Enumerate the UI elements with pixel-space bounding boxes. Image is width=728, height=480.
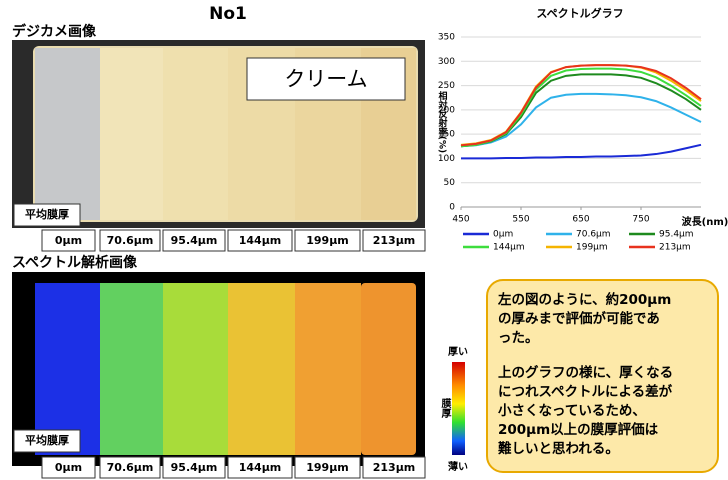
note-line: 小さくなっているため、	[498, 403, 646, 419]
slide-title: No1	[209, 4, 247, 24]
x-tick-label: 450	[452, 215, 469, 225]
thickness-value: 199μm	[306, 461, 349, 474]
colorbar	[452, 362, 465, 455]
y-tick-label: 300	[438, 57, 455, 67]
series-line	[461, 145, 701, 159]
y-tick-label: 150	[438, 130, 455, 140]
slide: No1 デジカメ画像 クリーム 平均膜厚 スペクトル解析画像 平均膜厚 厚い 膜…	[0, 0, 728, 480]
y-axis-label: 相対反射率(%)	[437, 90, 449, 153]
thickness-value: 213μm	[373, 234, 416, 247]
thickness-value: 70.6μm	[107, 461, 154, 474]
thickness-value: 0μm	[55, 234, 82, 247]
chart-title: スペクトルグラフ	[536, 6, 623, 20]
y-tick-label: 250	[438, 81, 455, 91]
note-line: 左の図のように、約200μm	[497, 291, 671, 308]
note-line: につれスペクトルによる差が	[498, 383, 673, 400]
y-tick-label: 50	[444, 178, 456, 188]
note-line: 200μm以上の膜厚評価は	[498, 421, 659, 438]
legend-label: 199μm	[576, 243, 608, 253]
colorbar-middle: 膜厚	[439, 397, 451, 419]
thickness-value: 95.4μm	[171, 461, 218, 474]
note-line: 上のグラフの様に、厚くなる	[498, 364, 673, 381]
thickness-value: 144μm	[239, 461, 282, 474]
y-tick-label: 100	[438, 154, 455, 164]
legend-label: 144μm	[493, 243, 525, 253]
note-line: の厚みまで評価が可能であ	[498, 310, 660, 327]
colorbar-top: 厚い	[448, 346, 468, 358]
x-tick-label: 650	[572, 215, 589, 225]
cream-label: クリーム	[284, 67, 367, 91]
legend-label: 95.4μm	[659, 230, 694, 240]
y-tick-label: 200	[438, 105, 455, 115]
thickness-value: 95.4μm	[171, 234, 218, 247]
note-line: った。	[498, 330, 539, 346]
analysis-image	[12, 272, 425, 466]
photo-label: デジカメ画像	[12, 23, 97, 40]
legend-label: 0μm	[493, 230, 513, 240]
thickness-value: 144μm	[239, 234, 282, 247]
thickness-value: 199μm	[306, 234, 349, 247]
y-tick-label: 350	[438, 33, 455, 43]
thickness-label: 平均膜厚	[25, 433, 69, 447]
thickness-value: 70.6μm	[107, 234, 154, 247]
thickness-value: 213μm	[373, 461, 416, 474]
chart: スペクトルグラフ 波長(nm) 相対反射率(%)	[437, 6, 728, 228]
thickness-value: 0μm	[55, 461, 82, 474]
analysis-label: スペクトル解析画像	[12, 254, 138, 271]
x-tick-label: 550	[512, 215, 529, 225]
colorbar-bottom: 薄い	[448, 460, 468, 473]
x-axis-label: 波長(nm)	[682, 215, 728, 228]
y-tick-label: 0	[449, 203, 455, 213]
note-line: 難しいと思われる。	[498, 440, 619, 457]
legend-label: 213μm	[659, 243, 691, 253]
thickness-label: 平均膜厚	[25, 207, 69, 221]
legend-label: 70.6μm	[576, 230, 611, 240]
x-tick-label: 750	[632, 215, 649, 225]
